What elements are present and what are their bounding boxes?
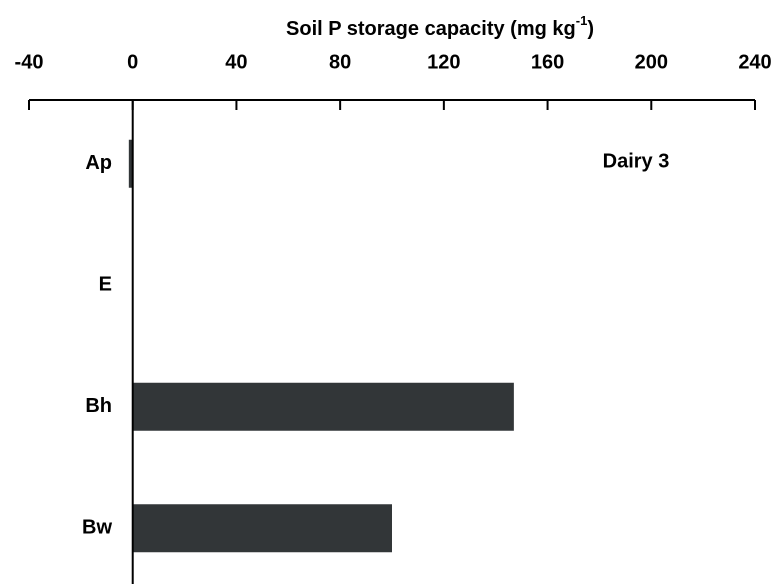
x-axis-title-sup: -1 bbox=[576, 13, 588, 28]
y-tick-label: Bh bbox=[85, 395, 112, 417]
bar bbox=[132, 382, 514, 431]
x-tick-label: 120 bbox=[427, 51, 460, 73]
y-tick-label: Bw bbox=[82, 517, 112, 539]
x-tick-label: 0 bbox=[127, 51, 138, 73]
x-tick-label: 240 bbox=[738, 51, 771, 73]
x-tick-label: 200 bbox=[635, 51, 668, 73]
annotation: Dairy 3 bbox=[603, 150, 670, 172]
x-tick-label: 80 bbox=[329, 51, 351, 73]
bar bbox=[132, 504, 392, 553]
x-tick-label: 160 bbox=[531, 51, 564, 73]
x-axis-title-suffix: ) bbox=[587, 18, 594, 40]
bar bbox=[128, 139, 133, 188]
x-axis-title: Soil P storage capacity (mg kg-1) bbox=[286, 13, 594, 40]
y-tick-label: Ap bbox=[85, 152, 112, 174]
x-tick-label: -40 bbox=[15, 51, 44, 73]
x-axis-title-text: Soil P storage capacity (mg kg bbox=[286, 18, 576, 40]
x-tick-label: 40 bbox=[225, 51, 247, 73]
y-tick-label: E bbox=[99, 274, 112, 296]
